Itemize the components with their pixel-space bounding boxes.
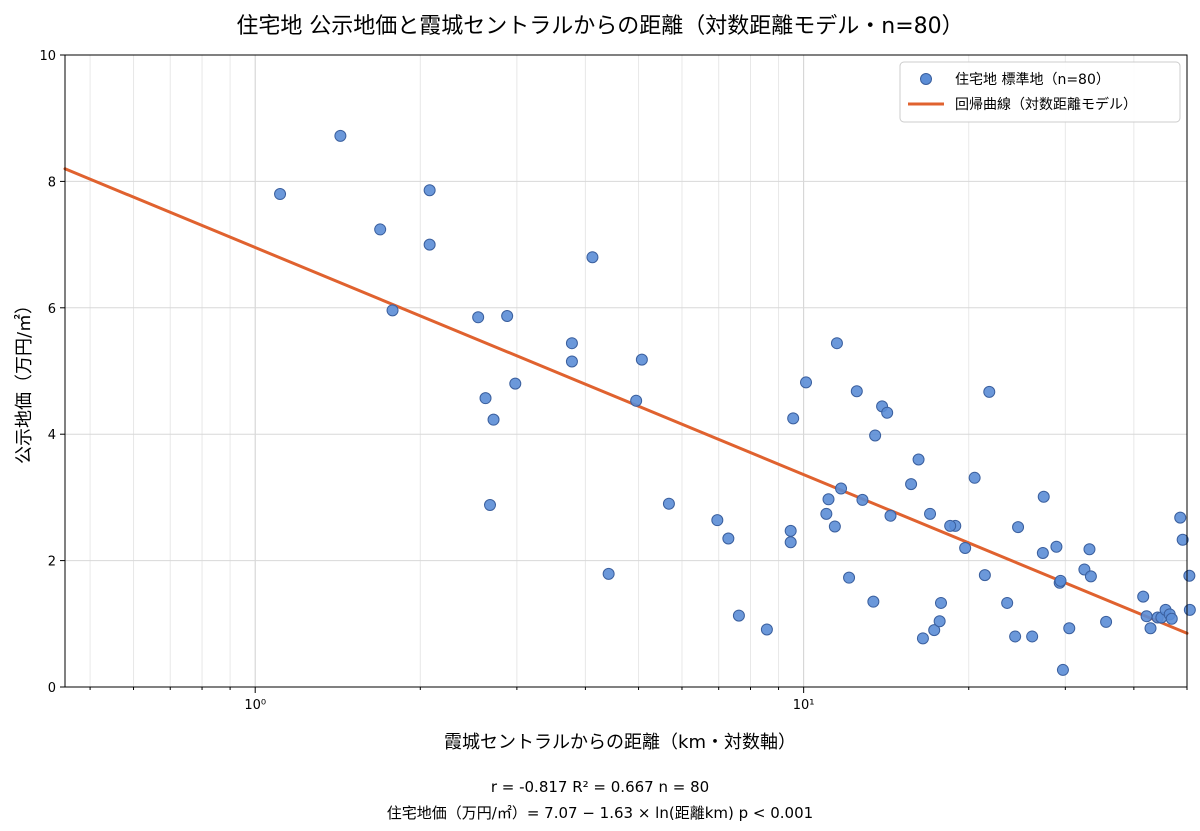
data-point [472,311,485,324]
data-point [828,520,841,533]
regression-line [63,167,1189,635]
stats-summary: r = -0.817 R² = 0.667 n = 80 [490,778,710,796]
data-point [1174,511,1187,524]
y-axis-label: 公示地価（万円/㎡） [13,296,35,464]
data-point [905,478,918,491]
data-point [1144,622,1157,635]
data-point [722,532,735,545]
data-point [1183,603,1196,616]
legend-label-points: 住宅地 標準地（n=80） [955,72,1110,88]
legend-marker-points [920,73,932,85]
data-point [1165,612,1178,625]
grid-lines [65,54,1188,688]
data-point [1001,596,1014,609]
x-tick-label: 10¹ [793,698,815,713]
data-point [912,453,925,466]
legend-box [899,61,1181,123]
plot-frame [64,54,1188,688]
y-tick-label: 0 [48,681,56,696]
data-point [484,498,497,511]
data-point [1063,622,1076,635]
data-point [1083,543,1096,556]
data-point [274,188,287,201]
chart-title: 住宅地 公示地価と霞城セントラルからの距離（対数距離モデル・n=80） [236,14,964,39]
data-point [1183,569,1196,582]
data-point [800,376,813,389]
data-point [820,507,833,520]
data-point [978,569,991,582]
data-points [274,129,1196,676]
data-point [850,385,863,398]
data-point [602,567,615,580]
data-point [856,493,869,506]
data-point [479,392,492,405]
data-point [1054,574,1067,587]
regression-curve [63,167,1189,635]
data-point [822,493,835,506]
data-point [630,394,643,407]
legend-label-fit: 回帰曲線（対数距離モデル） [955,96,1137,113]
data-point [711,514,724,527]
data-point [1140,610,1153,623]
y-tick-label: 10 [39,49,56,64]
y-tick-label: 6 [48,302,56,317]
data-point [1100,615,1113,628]
data-point [830,337,843,350]
data-point [487,413,500,426]
data-point [1137,590,1150,603]
data-point [884,509,897,522]
data-point [1050,540,1063,553]
data-point [835,482,848,495]
data-point [1037,490,1050,503]
x-axis-ticks: 10⁰ 10¹ [89,687,1188,713]
data-point [959,541,972,554]
regression-equation: 住宅地価（万円/㎡）= 7.07 − 1.63 × ln(距離km) p < 0… [386,804,814,822]
data-point [843,571,856,584]
x-axis-label: 霞城セントラルからの距離（km・対数軸） [444,732,796,753]
data-point [983,385,996,398]
data-point [867,595,880,608]
data-point [565,337,578,350]
data-point [1084,570,1097,583]
data-point [968,471,981,484]
y-tick-label: 4 [48,428,56,443]
data-point [933,615,946,628]
data-point [374,223,387,236]
data-point [1012,521,1025,534]
data-point [423,238,436,251]
data-point [509,377,522,390]
y-tick-label: 8 [48,175,56,190]
data-point [1176,533,1189,546]
data-point [869,429,882,442]
data-point [635,353,648,366]
data-point [334,129,347,142]
x-tick-label: 10⁰ [244,698,266,713]
data-point [662,497,675,510]
y-tick-label: 2 [48,555,56,570]
data-point [760,623,773,636]
data-point [928,624,941,637]
data-point [423,184,436,197]
data-point [565,355,578,368]
legend: 住宅地 標準地（n=80） 回帰曲線（対数距離モデル） [899,61,1181,123]
data-point [1036,547,1049,560]
data-point [881,406,894,419]
data-point [784,536,797,549]
data-point [934,596,947,609]
data-point [787,412,800,425]
data-point [924,507,937,520]
data-point [586,251,599,264]
data-point [784,524,797,537]
data-point [386,304,399,317]
data-point [916,632,929,645]
data-point [1056,663,1069,676]
data-point [944,519,957,532]
data-point [732,609,745,622]
data-point [1009,630,1022,643]
data-point [1026,630,1039,643]
y-axis-ticks: 0 2 4 6 8 10 [39,49,65,696]
data-point [501,310,514,323]
